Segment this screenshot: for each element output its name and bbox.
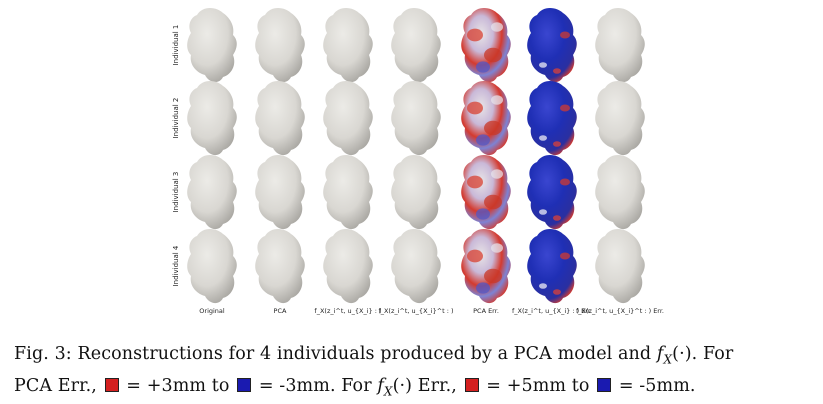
bone-surface [255,155,305,230]
reconstruction-r3-c5 [461,155,511,230]
reconstruction-r4-c6 [527,229,577,304]
reconstruction-r4-c4 [391,229,441,304]
error-patch [484,194,502,210]
error-patch [560,31,570,39]
reconstruction-r4-c5 [461,229,511,304]
reconstruction-r3-c7 [595,155,645,230]
bone-surface [323,155,373,230]
error-patch [539,283,547,289]
bone-surface [323,229,373,304]
error-patch [553,141,561,147]
bone-surface [595,81,645,156]
reconstruction-r1-c4 [391,8,441,83]
column-label-1: Original [199,307,225,315]
reconstruction-r1-c7 [595,8,645,83]
error-patch [560,178,570,186]
reconstruction-r4-c7 [595,229,645,304]
bone-surface [323,81,373,156]
reconstruction-r1-c5 [461,8,511,83]
figure-grid: Individual 1 Individual 2 Individual 3 Indi… [172,8,664,315]
bone-surface [187,8,237,83]
bone-surface [391,8,441,83]
reconstruction-r4-c3 [323,229,373,304]
error-patch [467,101,483,115]
bone-surface [187,155,237,230]
reconstruction-r1-c6 [527,8,577,83]
error-patch [491,243,503,253]
bone-surface [527,229,577,304]
blue-swatch [237,377,252,392]
reconstruction-r2-c4 [391,81,441,156]
bone-surface [255,81,305,156]
error-patch [539,209,547,215]
reconstruction-r2-c6 [527,81,577,156]
column-label-5: PCA Err. [473,307,499,315]
bone-surface [187,229,237,304]
caption-line2: PCA Err., = +3mm to = -3mm. For fX(·) Er… [14,375,696,399]
bone-surface [595,155,645,230]
reconstruction-r4-c2 [255,229,305,304]
bone-surface [323,8,373,83]
error-patch [491,169,503,179]
bone-surface [391,81,441,156]
error-patch [553,215,561,221]
reconstruction-r1-c1 [187,8,237,83]
error-patch [476,282,490,294]
reconstruction-r1-c3 [323,8,373,83]
error-patch [484,120,502,136]
error-patch [476,61,490,73]
bone-surface [595,8,645,83]
bone-surface [527,81,577,156]
error-patch [539,62,547,68]
bone-surface [595,229,645,304]
red-swatch [104,377,119,392]
error-patch [467,249,483,263]
error-patch [560,104,570,112]
reconstruction-r2-c3 [323,81,373,156]
column-label-6: f_X(z_i^t, u_{X_i} : ) Err. [511,307,592,315]
error-patch [539,135,547,141]
reconstruction-r4-c1 [187,229,237,304]
reconstruction-r3-c4 [391,155,441,230]
reconstruction-r2-c2 [255,81,305,156]
column-label-4: f_X(z_i^t, u_{X_i}^t : ) [378,307,454,315]
bone-surface [255,8,305,83]
error-patch [553,68,561,74]
bone-surface [527,155,577,230]
bone-surface [255,229,305,304]
error-patch [484,47,502,63]
caption-line1: Fig. 3: Reconstructions for 4 individual… [14,344,734,367]
error-patch [467,28,483,42]
error-patch [476,208,490,220]
reconstruction-r2-c5 [461,81,511,156]
reconstruction-r1-c2 [255,8,305,83]
red-swatch [464,377,479,392]
error-patch [491,22,503,32]
error-patch [476,134,490,146]
reconstruction-r2-c7 [595,81,645,156]
blue-swatch [597,377,612,392]
figure-caption: Fig. 3: Reconstructions for 4 individual… [14,341,804,404]
bone-surface [391,155,441,230]
bone-surface [187,81,237,156]
column-label-7: f_X(z_i^t, u_{X_i}^t : ) Err. [576,307,664,315]
error-patch [484,268,502,284]
error-patch [560,252,570,260]
error-patch [491,95,503,105]
reconstruction-r3-c6 [527,155,577,230]
bone-surface [527,8,577,83]
column-label-3: f_X(z_i^t, u_{X_i} : ) [314,307,382,315]
bone-surface [391,229,441,304]
reconstruction-r2-c1 [187,81,237,156]
error-patch [553,289,561,295]
column-label-2: PCA [273,307,287,315]
reconstruction-r3-c2 [255,155,305,230]
reconstruction-r3-c3 [323,155,373,230]
error-patch [467,175,483,189]
reconstruction-r3-c1 [187,155,237,230]
